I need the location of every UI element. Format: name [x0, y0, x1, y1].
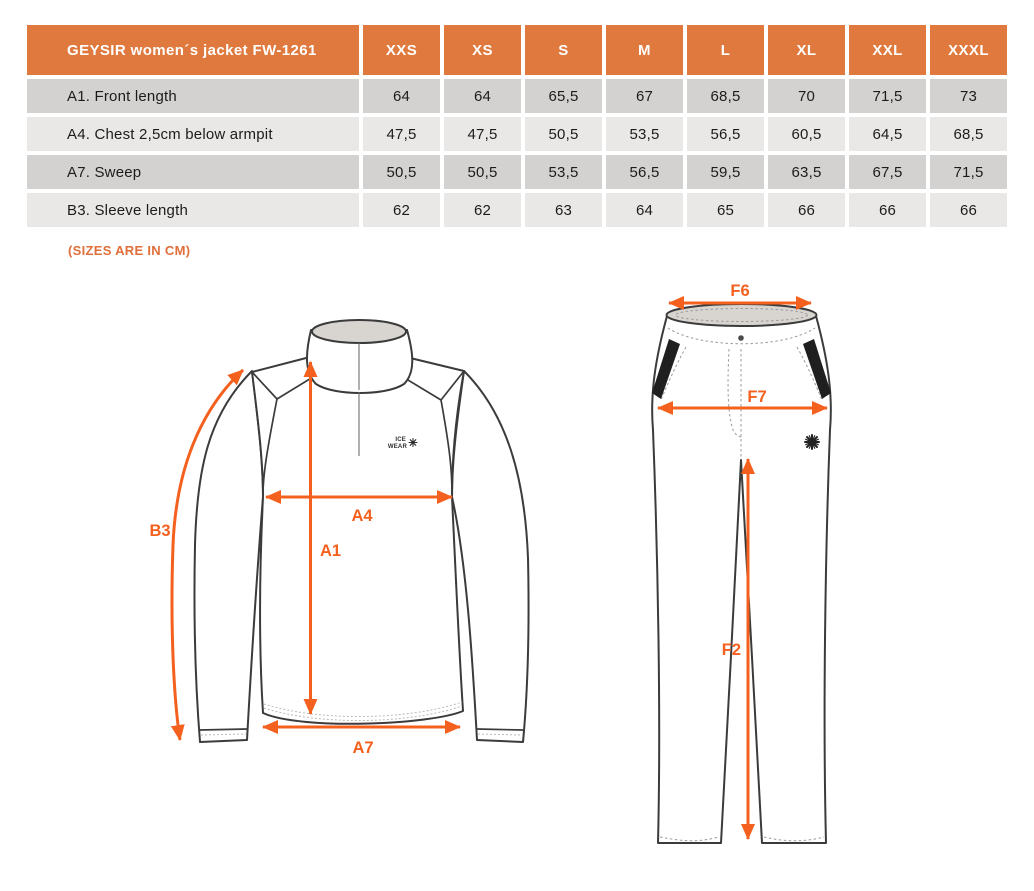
table-value: 50,5	[525, 117, 602, 151]
brand-logo-line2: WEAR	[388, 444, 408, 450]
pants-hem-stitch	[659, 836, 825, 842]
table-value: 63,5	[768, 155, 845, 189]
pants-label-f6: F6	[730, 282, 749, 300]
pants-fly-stitch	[727, 348, 742, 457]
jacket-cuff-stitch	[200, 733, 523, 736]
size-header-l: L	[687, 25, 764, 75]
table-value: 65	[687, 193, 764, 227]
table-value: 62	[444, 193, 521, 227]
jacket-body	[251, 356, 465, 725]
table-value: 65,5	[525, 79, 602, 113]
pants-label-f2: F2	[722, 641, 741, 659]
size-header-m: M	[606, 25, 683, 75]
table-value: 64	[444, 79, 521, 113]
table-value: 64	[363, 79, 440, 113]
pants-left-pocket-stitch	[660, 346, 687, 401]
jacket-label-a7: A7	[352, 739, 373, 757]
size-header-xxs: XXS	[363, 25, 440, 75]
jacket-collar-opening	[311, 319, 407, 344]
table-value: 59,5	[687, 155, 764, 189]
table-value: 71,5	[930, 155, 1007, 189]
table-value: 63	[525, 193, 602, 227]
table-value: 47,5	[444, 117, 521, 151]
table-value: 68,5	[930, 117, 1007, 151]
table-value: 71,5	[849, 79, 926, 113]
jacket-label-a4: A4	[351, 507, 373, 525]
table-value: 64	[606, 193, 683, 227]
size-header-xl: XL	[768, 25, 845, 75]
table-value: 66	[849, 193, 926, 227]
jacket-measurement-diagram: ICE WEAR B3 A4 A1 A7	[149, 319, 530, 757]
pants-right-pocket	[803, 339, 831, 399]
jacket-label-a1: A1	[320, 542, 341, 560]
table-value: 73	[930, 79, 1007, 113]
row-label-chest: A4. Chest 2,5cm below armpit	[27, 117, 359, 151]
table-value: 70	[768, 79, 845, 113]
table-value: 50,5	[363, 155, 440, 189]
brand-logo-line1: ICE	[395, 437, 406, 443]
jacket-label-b3: B3	[149, 522, 170, 540]
size-header-xs: XS	[444, 25, 521, 75]
table-value: 67	[606, 79, 683, 113]
table-value: 68,5	[687, 79, 764, 113]
table-value: 47,5	[363, 117, 440, 151]
pants-right-pocket-stitch	[796, 346, 823, 401]
table-value: 62	[363, 193, 440, 227]
table-value: 66	[768, 193, 845, 227]
pants-waistband-stitch	[667, 327, 816, 345]
size-header-s: S	[525, 25, 602, 75]
table-value: 50,5	[444, 155, 521, 189]
jacket-left-yoke-seam	[251, 371, 314, 496]
waist-button	[738, 335, 744, 341]
jacket-left-sleeve	[193, 370, 264, 743]
pants-measurement-diagram: F6 F7 F2	[651, 282, 832, 844]
table-value: 67,5	[849, 155, 926, 189]
snowflake-icon	[804, 434, 820, 450]
brand-logo: ICE WEAR	[388, 437, 418, 450]
row-label-sleeve-length: B3. Sleeve length	[27, 193, 359, 227]
table-value: 53,5	[525, 155, 602, 189]
table-product-header: GEYSIR women´s jacket FW-1261	[27, 25, 359, 75]
snowflake-icon	[408, 437, 418, 448]
sleeve-length-arrow-b3	[170, 368, 245, 741]
size-header-xxxl: XXXL	[930, 25, 1007, 75]
table-value: 53,5	[606, 117, 683, 151]
pants-waist-opening	[665, 303, 818, 327]
jacket-right-sleeve	[451, 370, 530, 743]
table-value: 64,5	[849, 117, 926, 151]
pants-label-f7: F7	[747, 388, 766, 406]
jacket-right-yoke-seam	[402, 370, 465, 496]
table-value: 56,5	[687, 117, 764, 151]
table-value: 56,5	[606, 155, 683, 189]
sizes-in-cm-note: (SIZES ARE IN CM)	[68, 243, 191, 258]
size-header-xxl: XXL	[849, 25, 926, 75]
pants-left-pocket	[652, 339, 680, 399]
table-value: 60,5	[768, 117, 845, 151]
row-label-sweep: A7. Sweep	[27, 155, 359, 189]
size-table: GEYSIR women´s jacket FW-1261 XXS XS S M…	[27, 25, 1007, 227]
row-label-front-length: A1. Front length	[27, 79, 359, 113]
table-value: 66	[930, 193, 1007, 227]
